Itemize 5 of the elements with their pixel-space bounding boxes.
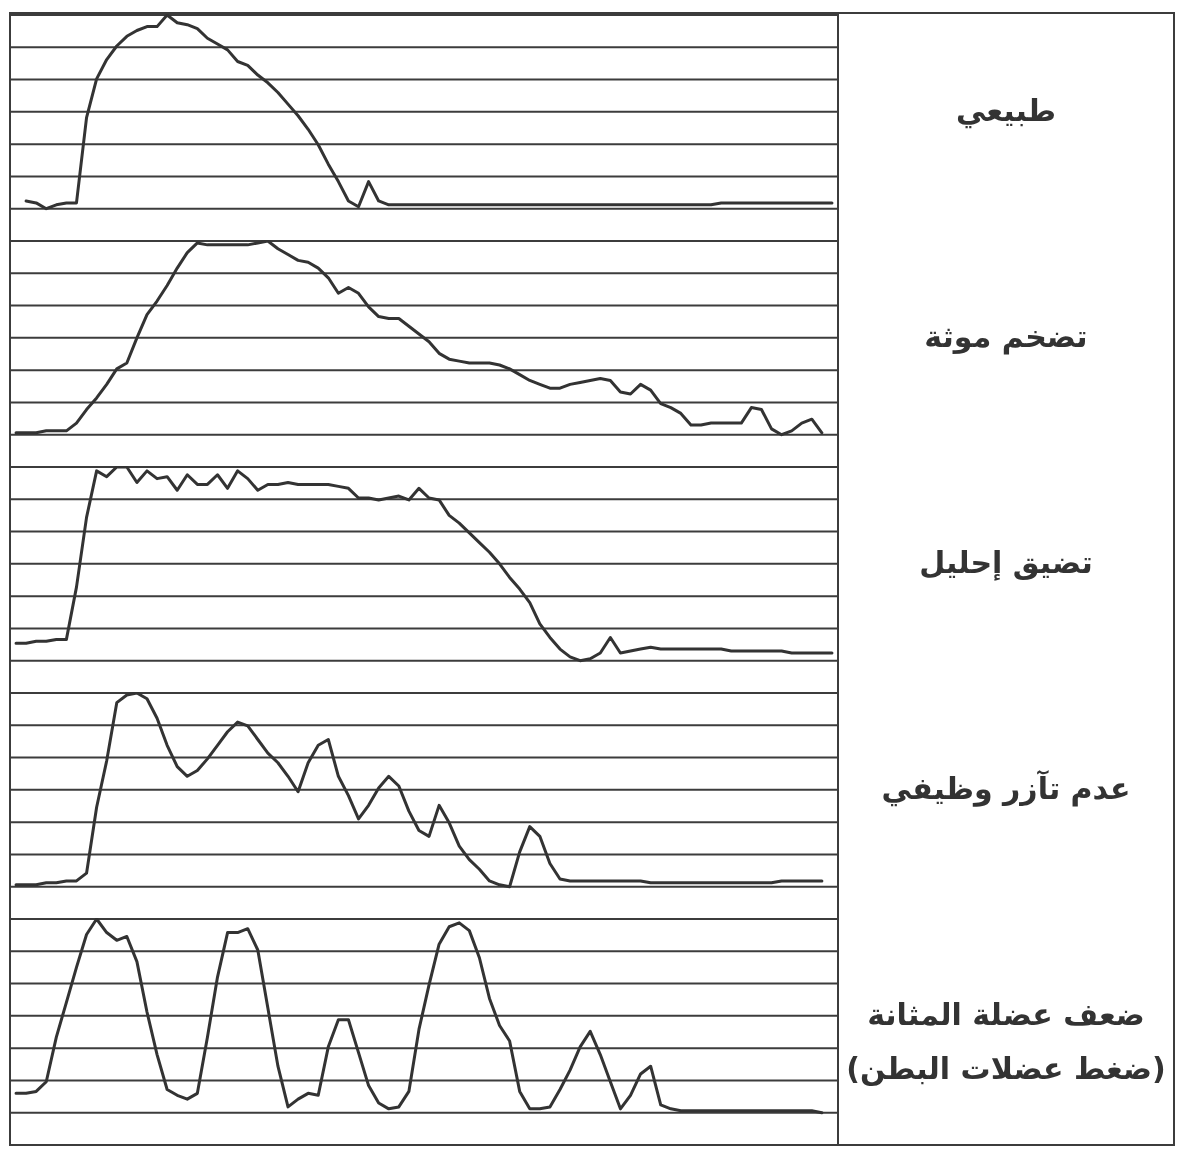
series-label: ضعف عضلة المثانة (ضغط عضلات البطن) [845,996,1167,1088]
text: تضخم موثة [923,318,1089,357]
text: عدم تآزر وظيفي [880,769,1132,809]
text: تضيق إحليل [918,544,1094,583]
text: طبيعي [954,92,1057,131]
